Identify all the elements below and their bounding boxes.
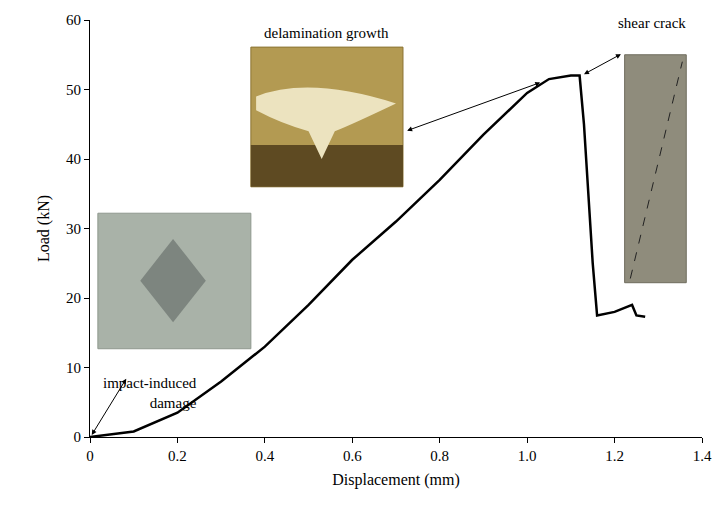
svg-text:1.0: 1.0	[518, 448, 537, 464]
svg-text:Load (kN): Load (kN)	[35, 195, 53, 262]
svg-text:0: 0	[86, 448, 94, 464]
svg-text:impact-induceddamage: impact-induceddamage	[103, 375, 197, 411]
svg-text:delamination growth: delamination growth	[264, 25, 389, 41]
svg-text:0: 0	[74, 429, 82, 445]
svg-text:Displacement (mm): Displacement (mm)	[332, 471, 460, 489]
svg-text:1.4: 1.4	[693, 448, 712, 464]
svg-text:40: 40	[66, 151, 81, 167]
svg-text:30: 30	[66, 221, 81, 237]
svg-text:0.2: 0.2	[168, 448, 187, 464]
svg-text:60: 60	[66, 12, 81, 28]
svg-text:0.4: 0.4	[255, 448, 274, 464]
svg-text:0.8: 0.8	[430, 448, 449, 464]
svg-text:shear crack: shear crack	[618, 15, 686, 31]
svg-text:0.6: 0.6	[343, 448, 362, 464]
svg-text:1.2: 1.2	[605, 448, 624, 464]
svg-text:10: 10	[66, 360, 81, 376]
svg-text:20: 20	[66, 290, 81, 306]
svg-text:50: 50	[66, 82, 81, 98]
